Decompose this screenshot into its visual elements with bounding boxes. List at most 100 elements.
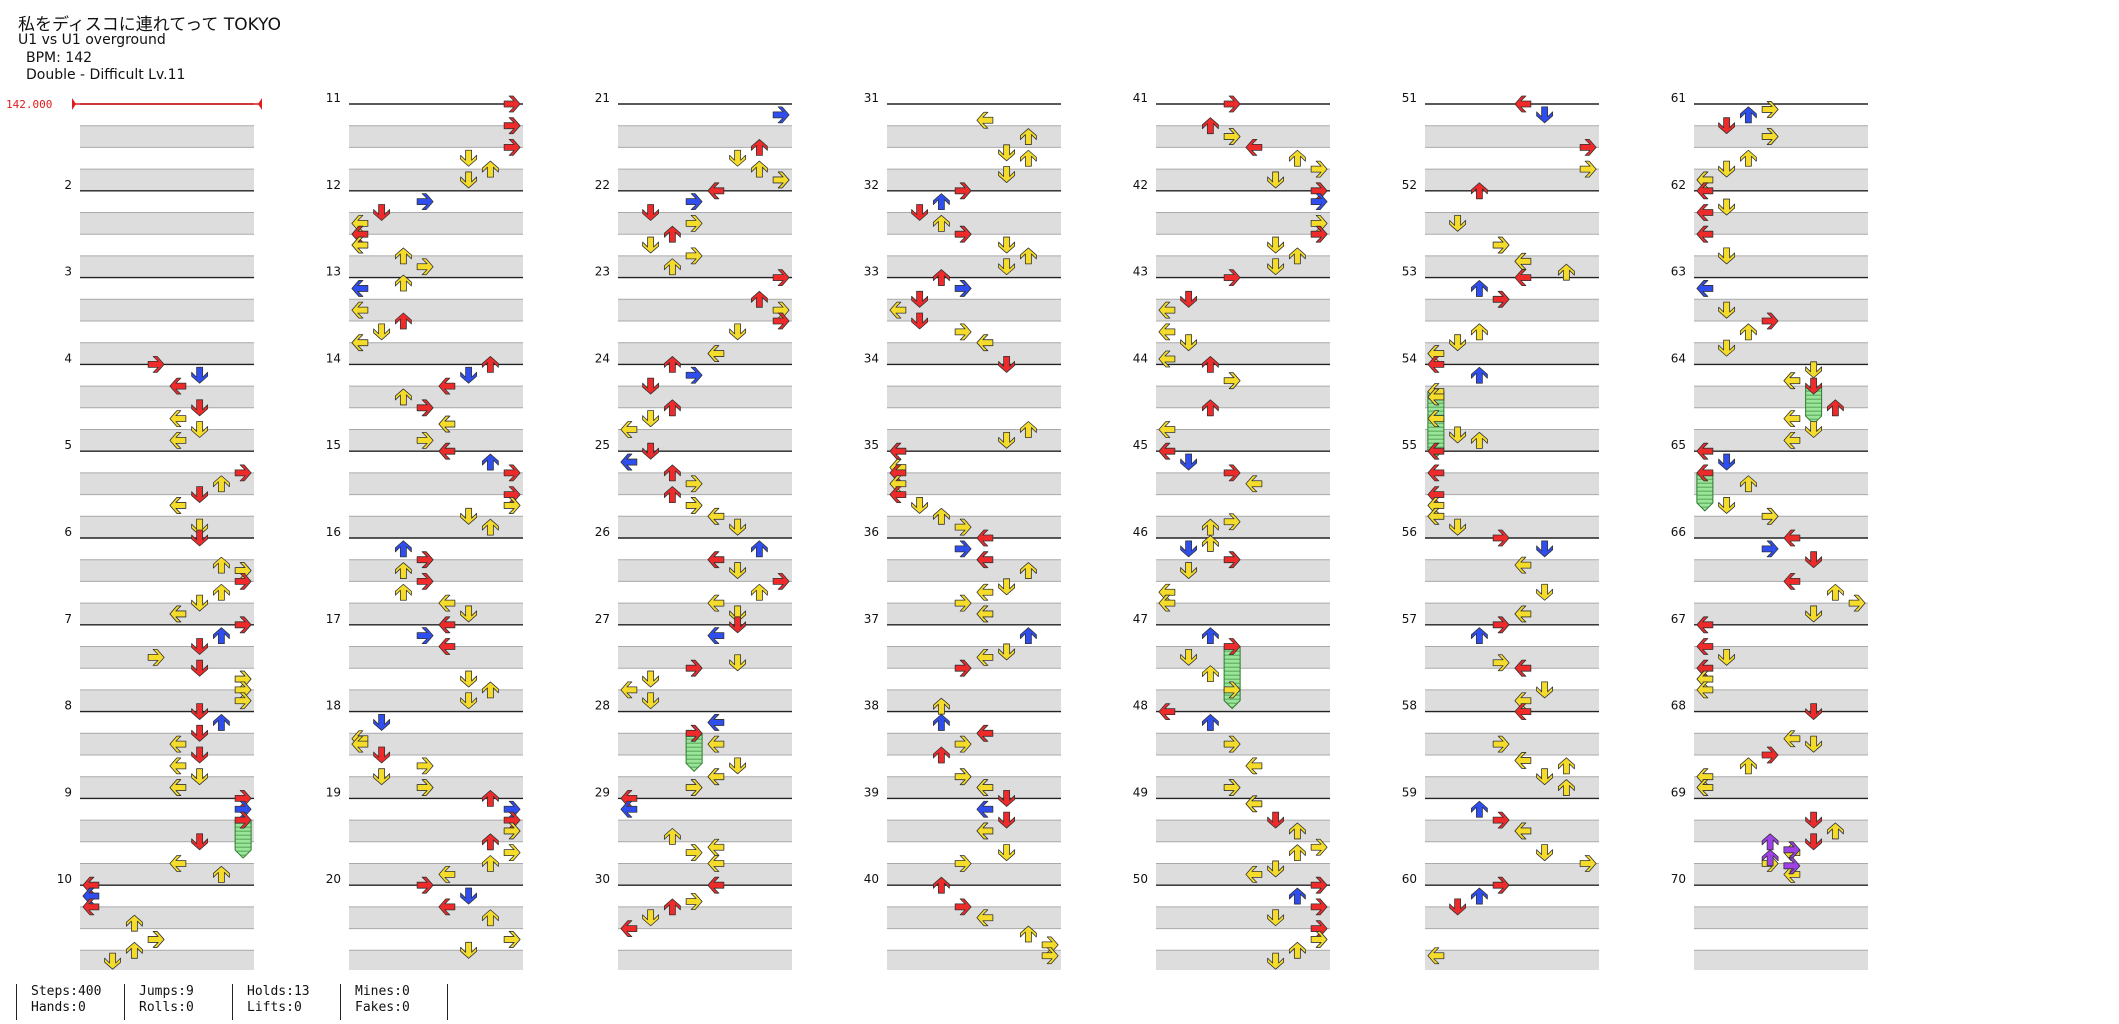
- arrow-note-up: [212, 714, 230, 731]
- arrow-note-right: [147, 648, 165, 666]
- arrow-shape: [1470, 887, 1488, 905]
- hold-note: [1223, 646, 1241, 710]
- measure-number: 70: [1671, 872, 1686, 886]
- beat-stripe: [887, 776, 1061, 799]
- arrow-shape: [729, 149, 747, 167]
- measure-number: 53: [1402, 265, 1417, 279]
- measure-number: 43: [1133, 265, 1148, 279]
- arrow-note-left: [1514, 659, 1532, 677]
- arrow-shape: [1310, 225, 1328, 243]
- arrow-shape: [1696, 616, 1714, 634]
- arrow-shape: [750, 583, 768, 601]
- beat-stripe: [618, 776, 792, 799]
- arrow-shape: [191, 594, 209, 612]
- arrow-shape: [976, 724, 994, 742]
- arrow-note-right: [1310, 838, 1328, 856]
- arrow-shape: [642, 692, 660, 710]
- beat-stripe: [618, 169, 792, 191]
- arrow-note-up: [663, 898, 681, 916]
- beat-stripe: [1425, 906, 1599, 929]
- arrow-shape: [351, 301, 369, 319]
- beat-stripe: [349, 299, 523, 321]
- arrow-shape: [191, 399, 209, 417]
- arrow-note-right: [685, 247, 703, 265]
- arrow-note-left: [351, 735, 369, 753]
- arrow-shape: [663, 464, 681, 482]
- arrow-note-up: [663, 399, 681, 417]
- beat-stripe: [1694, 516, 1868, 538]
- arrow-shape: [191, 703, 209, 720]
- arrow-shape: [998, 431, 1016, 449]
- arrow-note-left: [1427, 464, 1445, 482]
- arrow-note-up: [1288, 887, 1306, 905]
- arrow-note-down: [373, 746, 391, 764]
- measure-number: 61: [1671, 91, 1686, 105]
- arrow-shape: [1536, 106, 1554, 124]
- arrow-note-down: [1805, 605, 1823, 623]
- measure-number: 34: [864, 351, 879, 365]
- arrow-shape: [1696, 681, 1714, 699]
- beat-stripe: [1694, 733, 1868, 755]
- measure-number: 54: [1402, 351, 1417, 365]
- beat-stripe: [349, 559, 523, 582]
- arrow-shape: [1267, 811, 1285, 829]
- arrow-shape: [685, 724, 703, 742]
- beat-stripe: [349, 603, 523, 625]
- arrow-shape: [1267, 909, 1285, 927]
- arrow-note-left: [976, 648, 994, 666]
- arrow-shape: [1449, 426, 1467, 444]
- arrow-note-left: [1514, 752, 1532, 769]
- arrow-note-left: [976, 334, 994, 352]
- arrow-shape: [191, 421, 209, 438]
- arrow-note-left: [1245, 757, 1263, 775]
- measure-number: 2: [64, 178, 72, 192]
- arrow-shape: [707, 735, 725, 753]
- arrow-note-right: [1761, 540, 1779, 558]
- arrow-note-up: [1288, 822, 1306, 840]
- arrow-shape: [911, 204, 929, 221]
- bpm-marker-value: 142.000: [6, 98, 52, 111]
- measure-number: 39: [864, 785, 879, 799]
- step-chart: 2345678910111213141516171819202122232425…: [6, 91, 1868, 970]
- measure-number: 37: [864, 612, 879, 626]
- arrow-shape: [1805, 735, 1823, 753]
- arrow-shape: [481, 833, 499, 851]
- arrow-shape: [191, 746, 209, 764]
- measure-number: 31: [864, 91, 879, 105]
- arrow-note-up: [1470, 366, 1488, 384]
- arrow-note-down: [998, 578, 1016, 596]
- bpm-marker: 142.000: [6, 98, 262, 111]
- beat-stripe: [1694, 255, 1868, 278]
- measure-number: 26: [595, 525, 610, 539]
- arrow-shape: [954, 735, 972, 753]
- arrow-shape: [976, 529, 994, 547]
- beat-stripe: [1694, 299, 1868, 321]
- arrow-note-left: [976, 551, 994, 569]
- arrow-shape: [1718, 648, 1736, 666]
- measure-number: 38: [864, 699, 879, 713]
- arrow-shape: [1739, 149, 1757, 167]
- arrow-note-right: [954, 323, 972, 341]
- measure-number: 64: [1671, 351, 1686, 365]
- beat-stripe: [887, 342, 1061, 365]
- arrow-note-up: [394, 388, 412, 406]
- arrow-shape: [1805, 421, 1823, 438]
- beat-stripe: [618, 212, 792, 235]
- arrow-note-up: [663, 464, 681, 482]
- measure-number: 20: [326, 872, 341, 886]
- beat-stripe: [887, 299, 1061, 321]
- arrow-shape: [416, 258, 434, 276]
- beat-stripe: [349, 169, 523, 191]
- arrow-note-up: [750, 290, 768, 308]
- arrow-note-left: [1696, 638, 1714, 655]
- arrow-note-right: [416, 551, 434, 569]
- arrow-note-right: [954, 225, 972, 243]
- beat-stripe: [1156, 255, 1330, 278]
- beat-stripe: [1156, 169, 1330, 191]
- arrow-shape: [1470, 366, 1488, 384]
- arrow-shape: [1019, 562, 1037, 579]
- measure-number: 19: [326, 785, 341, 799]
- arrow-note-left: [707, 594, 725, 612]
- arrow-note-up: [394, 562, 412, 579]
- arrow-note-down: [911, 312, 929, 330]
